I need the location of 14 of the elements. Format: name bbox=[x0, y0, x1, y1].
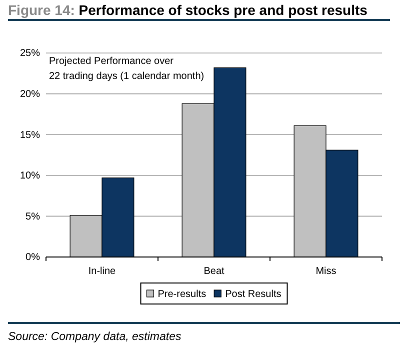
chart-title: Figure 14: Performance of stocks pre and post results bbox=[8, 2, 368, 18]
y-tick-label: 25% bbox=[20, 48, 40, 60]
legend-label: Post Results bbox=[225, 289, 282, 300]
x-tick-label: Beat bbox=[204, 266, 225, 278]
y-tick-label: 20% bbox=[20, 89, 40, 100]
annotation: Projected Performance over 22 trading days (1 calendar month) bbox=[49, 56, 204, 82]
y-tick-label: 10% bbox=[20, 170, 40, 182]
y-tick-label: 0% bbox=[26, 252, 40, 264]
y-tick-label: 5% bbox=[26, 211, 40, 222]
legend-label: Pre-results bbox=[158, 289, 206, 300]
x-tick-label: Miss bbox=[316, 266, 336, 278]
source-note: Source: Company data, estimates bbox=[8, 331, 182, 343]
x-tick-label: In-line bbox=[88, 266, 116, 278]
y-tick-label: 15% bbox=[20, 130, 40, 141]
